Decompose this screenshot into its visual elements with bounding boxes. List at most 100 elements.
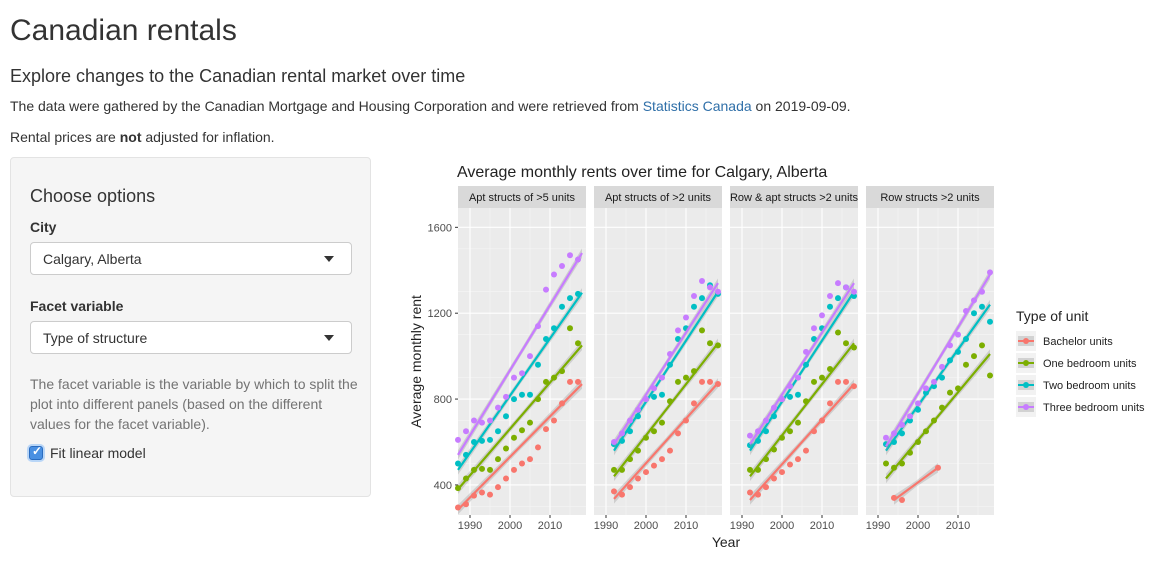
data-point: [923, 385, 929, 392]
trend-line: [885, 353, 991, 480]
data-point: [771, 446, 777, 453]
trend-line: [749, 282, 855, 445]
facet-select-value: Type of structure: [43, 330, 148, 346]
data-point: [827, 366, 833, 373]
x-tick-label: 2000: [498, 520, 522, 532]
data-point: [755, 491, 761, 498]
data-point: [691, 400, 697, 407]
data-point: [551, 417, 557, 424]
data-point: [899, 496, 905, 503]
facet-help-text: The facet variable is the variable by wh…: [30, 376, 358, 432]
data-point: [755, 437, 761, 444]
x-tick-label: 2010: [946, 520, 970, 532]
data-point: [503, 475, 509, 482]
data-point: [575, 256, 581, 263]
data-point: [535, 361, 541, 368]
data-point: [527, 391, 533, 398]
data-point: [675, 335, 681, 342]
data-point: [787, 383, 793, 390]
trend-line: [885, 273, 991, 447]
data-point: [843, 378, 849, 385]
data-point: [963, 308, 969, 315]
data-point: [463, 501, 469, 508]
fit-linear-model-label: Fit linear model: [50, 445, 146, 461]
y-tick-label: 400: [434, 480, 452, 492]
data-point: [535, 323, 541, 330]
x-tick-label: 1990: [594, 520, 618, 532]
data-point: [479, 437, 485, 444]
data-point: [851, 293, 857, 300]
data-point: [987, 318, 993, 325]
data-point: [763, 417, 769, 424]
data-point: [567, 378, 573, 385]
data-point: [675, 430, 681, 437]
data-point: [543, 378, 549, 385]
data-point: [987, 372, 993, 379]
data-point: [891, 494, 897, 501]
data-point: [939, 363, 945, 370]
data-point: [707, 378, 713, 385]
data-point: [503, 445, 509, 452]
trend-line: [457, 292, 583, 471]
data-point: [699, 378, 705, 385]
data-point: [463, 475, 469, 482]
data-point: [979, 303, 985, 310]
data-point: [527, 419, 533, 426]
data-point: [683, 314, 689, 321]
statistics-canada-link[interactable]: Statistics Canada: [642, 98, 752, 114]
data-point: [575, 378, 581, 385]
data-point: [495, 456, 501, 463]
data-point: [779, 469, 785, 476]
data-point: [947, 389, 953, 396]
data-point: [611, 488, 617, 495]
data-point: [827, 400, 833, 407]
page-subtitle: Explore changes to the Canadian rental m…: [10, 66, 466, 86]
city-select-value: Calgary, Alberta: [43, 251, 142, 267]
data-point: [795, 374, 801, 381]
data-point: [987, 269, 993, 276]
legend-label: One bedroom units: [1043, 358, 1137, 370]
data-point: [755, 428, 761, 435]
x-tick-label: 2000: [634, 520, 658, 532]
data-point: [979, 342, 985, 349]
data-point: [487, 436, 493, 443]
facet-strip-label: Apt structs of >2 units: [605, 192, 712, 204]
intro-paragraph: The data were gathered by the Canadian M…: [10, 98, 851, 114]
data-point: [715, 342, 721, 349]
data-point: [495, 428, 501, 435]
data-point: [827, 303, 833, 310]
data-point: [811, 428, 817, 435]
data-point: [851, 344, 857, 351]
data-point: [787, 428, 793, 435]
data-point: [559, 400, 565, 407]
y-tick-label: 1600: [428, 222, 452, 234]
data-point: [667, 398, 673, 405]
data-point: [511, 396, 517, 403]
data-point: [519, 427, 525, 434]
data-point: [843, 340, 849, 347]
data-point: [503, 413, 509, 420]
options-title: Choose options: [30, 186, 156, 206]
data-point: [675, 378, 681, 385]
data-point: [707, 340, 713, 347]
data-point: [883, 434, 889, 441]
data-point: [915, 406, 921, 413]
data-point: [955, 385, 961, 392]
data-point: [635, 406, 641, 413]
x-tick-label: 1990: [866, 520, 890, 532]
city-label: City: [30, 219, 57, 235]
legend-label: Bachelor units: [1043, 336, 1113, 348]
data-point: [567, 252, 573, 259]
data-point: [979, 288, 985, 295]
data-point: [659, 374, 665, 381]
data-point: [627, 428, 633, 435]
facet-select[interactable]: Type of structure: [30, 321, 352, 354]
data-point: [763, 456, 769, 463]
data-point: [851, 288, 857, 295]
facet-strip: [730, 186, 858, 208]
fit-linear-model-checkbox[interactable]: ✓: [29, 444, 43, 460]
data-point: [619, 437, 625, 444]
data-point: [495, 484, 501, 491]
data-point: [627, 417, 633, 424]
city-select[interactable]: Calgary, Alberta: [30, 242, 352, 275]
